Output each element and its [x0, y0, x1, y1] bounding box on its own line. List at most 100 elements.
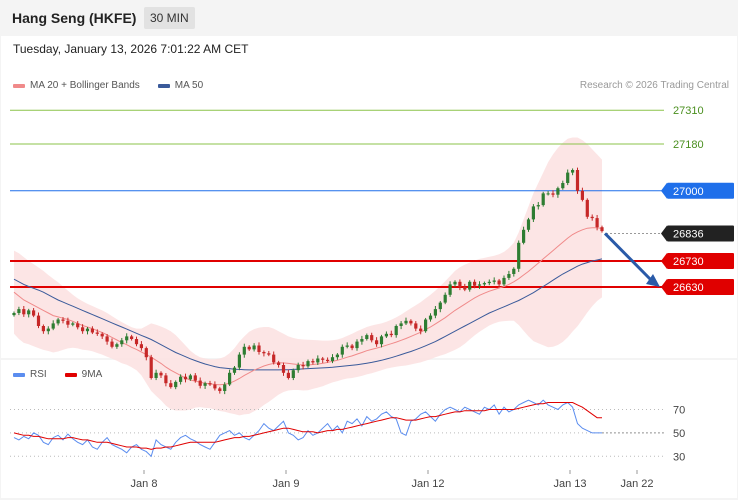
candle-body — [120, 340, 124, 345]
candle-body — [448, 284, 452, 295]
candle-body — [277, 362, 281, 365]
rsi-tick-50: 50 — [673, 428, 685, 440]
candle-body — [257, 345, 261, 352]
candle-body — [159, 372, 163, 376]
candle-body — [595, 218, 599, 228]
rsi-legend-label: RSI — [30, 369, 47, 380]
candle-body — [414, 323, 418, 329]
level-tag-bg-26836 — [667, 225, 734, 242]
x-tick-label: Jan 13 — [553, 478, 586, 490]
candle-body — [443, 294, 447, 303]
rsi-tick-70: 70 — [673, 405, 685, 417]
candle-body — [130, 336, 134, 339]
candle-body — [267, 353, 271, 355]
candle-body — [330, 357, 335, 362]
candle-body — [56, 319, 60, 324]
candle-body — [223, 384, 227, 391]
candle-body — [198, 380, 202, 386]
candle-body — [531, 206, 535, 220]
chart-header: Hang Seng (HKFE) 30 MIN — [0, 0, 738, 36]
candle-body — [193, 375, 197, 381]
candle-body — [409, 320, 413, 324]
candle-body — [482, 283, 486, 285]
candle-body — [321, 358, 325, 360]
candle-body — [286, 372, 290, 378]
candle-body — [566, 172, 570, 183]
candle-body — [71, 323, 75, 325]
candle-body — [218, 388, 222, 391]
candle-body — [61, 319, 65, 321]
rsi-legend: RSI 9MA — [13, 369, 102, 380]
candle-body — [32, 310, 36, 316]
candle-body — [512, 268, 516, 274]
candle-body — [66, 320, 70, 325]
price-panel: Tuesday, January 13, 2026 7:01:22 AM CET… — [1, 36, 737, 358]
candle-body — [424, 319, 428, 332]
candle-body — [477, 284, 482, 286]
level-tag-pointer-27000 — [661, 182, 667, 199]
candle-body — [301, 365, 305, 367]
candle-body — [453, 281, 457, 285]
level-tag-pointer-26630 — [661, 279, 667, 295]
candle-body — [463, 287, 467, 290]
candle-body — [100, 333, 104, 337]
candle-body — [370, 335, 374, 341]
datetime-label: Tuesday, January 13, 2026 7:01:22 AM CET — [13, 42, 249, 56]
candle-body — [179, 376, 183, 382]
level-label-27000: 27000 — [673, 186, 704, 198]
ma20-swatch — [13, 83, 25, 88]
candle-body — [571, 170, 575, 173]
candle-body — [139, 344, 143, 349]
candle-body — [316, 358, 320, 363]
candle-body — [188, 375, 192, 380]
candle-body — [389, 333, 393, 336]
candle-body — [428, 315, 433, 320]
candle-body — [228, 372, 232, 385]
candle-body — [41, 326, 45, 332]
candle-body — [375, 340, 379, 345]
candle-body — [252, 345, 256, 350]
level-tag-pointer-26836 — [661, 225, 667, 242]
candle-body — [76, 323, 80, 328]
x-tick-label: Jan 9 — [273, 478, 300, 490]
candle-body — [46, 328, 50, 332]
candle-body — [154, 372, 158, 378]
candle-body — [355, 341, 359, 349]
x-tick-label: Jan 12 — [411, 478, 444, 490]
candle-body — [306, 361, 310, 367]
candle-body — [536, 205, 540, 207]
candle-body — [262, 352, 266, 354]
interval-badge[interactable]: 30 MIN — [144, 7, 195, 29]
candle-body — [237, 354, 241, 368]
candle-body — [169, 383, 173, 388]
level-label-27180: 27180 — [673, 139, 704, 151]
forecast-arrow-head — [646, 274, 660, 287]
candle-body — [164, 375, 168, 384]
candle-body — [561, 183, 565, 189]
candle-body — [311, 361, 315, 363]
candle-body — [144, 348, 148, 358]
rsi-swatch — [13, 372, 25, 377]
rsi-ma-line — [13, 402, 602, 450]
level-label-27310: 27310 — [673, 105, 704, 117]
candle-body — [546, 193, 550, 195]
candle-body — [110, 341, 114, 347]
level-label-26630: 26630 — [673, 282, 704, 294]
candle-body — [17, 309, 21, 313]
candle-body — [551, 193, 555, 195]
candle-body — [526, 219, 531, 230]
bollinger-band — [14, 137, 602, 416]
candle-body — [208, 383, 212, 385]
candle-body — [340, 346, 344, 355]
ma50-line — [13, 258, 603, 371]
level-tag-pointer-26730 — [661, 253, 667, 269]
candle-body — [497, 280, 501, 285]
candle-body — [492, 280, 496, 282]
candle-body — [174, 381, 178, 388]
candle-body — [487, 281, 491, 284]
candle-body — [326, 359, 330, 362]
candle-body — [291, 370, 295, 378]
candle-body — [213, 384, 217, 389]
level-label-26836: 26836 — [673, 228, 704, 240]
